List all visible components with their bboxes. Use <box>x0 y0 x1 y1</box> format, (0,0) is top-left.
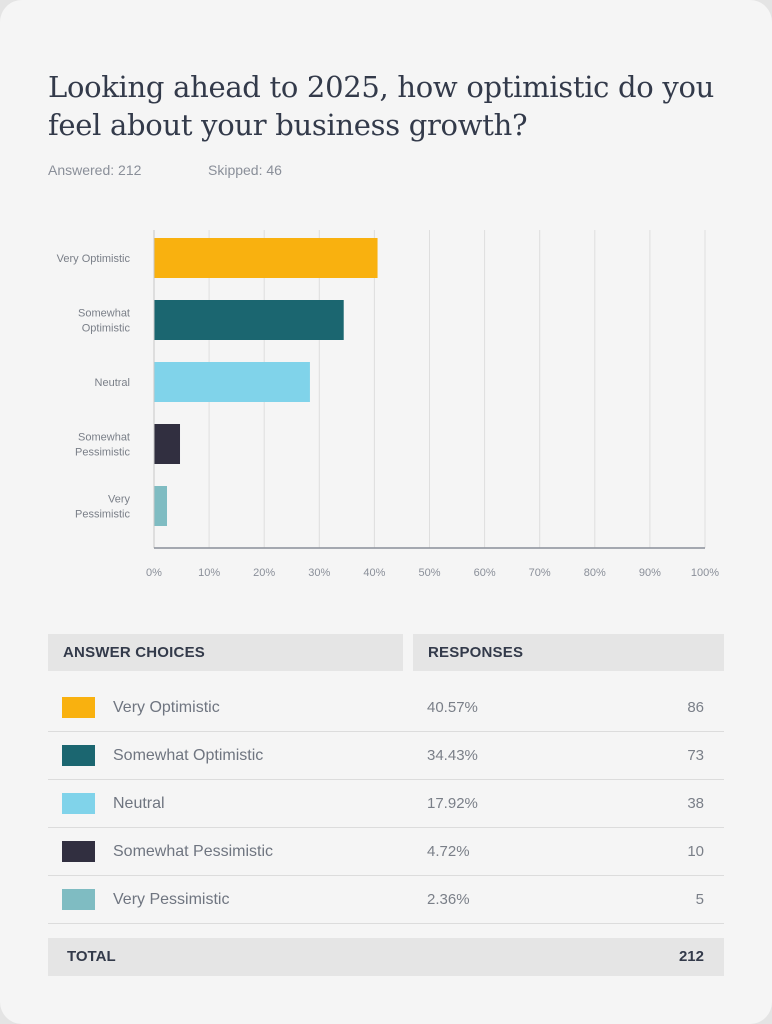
x-tick-label: 0% <box>146 567 162 579</box>
response-percent: 34.43% <box>427 747 478 764</box>
response-count: 86 <box>687 699 704 716</box>
answer-label: Very Optimistic <box>113 699 220 716</box>
x-tick-label: 90% <box>639 567 661 579</box>
category-label: Very <box>108 494 131 506</box>
category-label: Neutral <box>95 377 130 389</box>
color-swatch <box>62 889 95 910</box>
color-swatch <box>62 697 95 718</box>
category-label: Very Optimistic <box>57 253 131 265</box>
category-label: Pessimistic <box>75 509 131 521</box>
total-label: TOTAL <box>67 948 116 965</box>
color-swatch <box>62 841 95 862</box>
bar <box>154 238 378 278</box>
response-percent: 40.57% <box>427 699 478 716</box>
x-tick-label: 30% <box>308 567 330 579</box>
x-tick-label: 20% <box>253 567 275 579</box>
table-row: Somewhat Pessimistic 4.72% 10 <box>48 828 724 876</box>
response-bar-chart: 0% 10% 20% 30% 40% 50% 60% 70% 80% 90% 100% Very Op… <box>57 230 719 579</box>
bar <box>154 486 168 526</box>
response-count: 10 <box>687 843 704 860</box>
x-tick-label: 80% <box>584 567 606 579</box>
color-swatch <box>62 745 95 766</box>
x-tick-label: 100% <box>691 567 719 579</box>
category-label: Somewhat <box>78 432 130 444</box>
responses-header: RESPONSES <box>413 634 724 671</box>
bar <box>154 424 181 464</box>
response-count: 73 <box>687 747 704 764</box>
x-tick-label: 60% <box>474 567 496 579</box>
question-title: Looking ahead to 2025, how optimistic do… <box>48 70 714 142</box>
answer-choices-header: ANSWER CHOICES <box>48 634 403 671</box>
table-row: Somewhat Optimistic 34.43% 73 <box>48 732 724 780</box>
response-percent: 2.36% <box>427 891 470 908</box>
total-value: 212 <box>678 948 704 965</box>
response-count: 5 <box>695 891 704 908</box>
x-tick-label: 40% <box>363 567 385 579</box>
answer-label: Neutral <box>113 795 165 812</box>
category-label: Optimistic <box>82 323 131 335</box>
skipped-count: Skipped: 46 <box>208 162 282 178</box>
answer-label: Somewhat Pessimistic <box>113 843 274 860</box>
table-row: Neutral 17.92% 38 <box>48 780 724 828</box>
table-row: Very Pessimistic 2.36% 5 <box>48 876 724 924</box>
color-swatch <box>62 793 95 814</box>
x-tick-label: 10% <box>198 567 220 579</box>
answer-label: Very Pessimistic <box>113 891 230 908</box>
category-label: Somewhat <box>78 308 130 320</box>
response-percent: 17.92% <box>427 795 478 812</box>
total-row: TOTAL 212 <box>48 938 724 976</box>
x-tick-label: 70% <box>529 567 551 579</box>
bar <box>154 300 344 340</box>
response-percent: 4.72% <box>427 843 470 860</box>
table-row: Very Optimistic 40.57% 86 <box>48 684 724 732</box>
answer-label: Somewhat Optimistic <box>113 747 264 764</box>
bar <box>154 362 310 402</box>
answered-count: Answered: 212 <box>48 162 142 178</box>
x-tick-label: 50% <box>418 567 440 579</box>
category-label: Pessimistic <box>75 447 131 459</box>
response-count: 38 <box>687 795 704 812</box>
